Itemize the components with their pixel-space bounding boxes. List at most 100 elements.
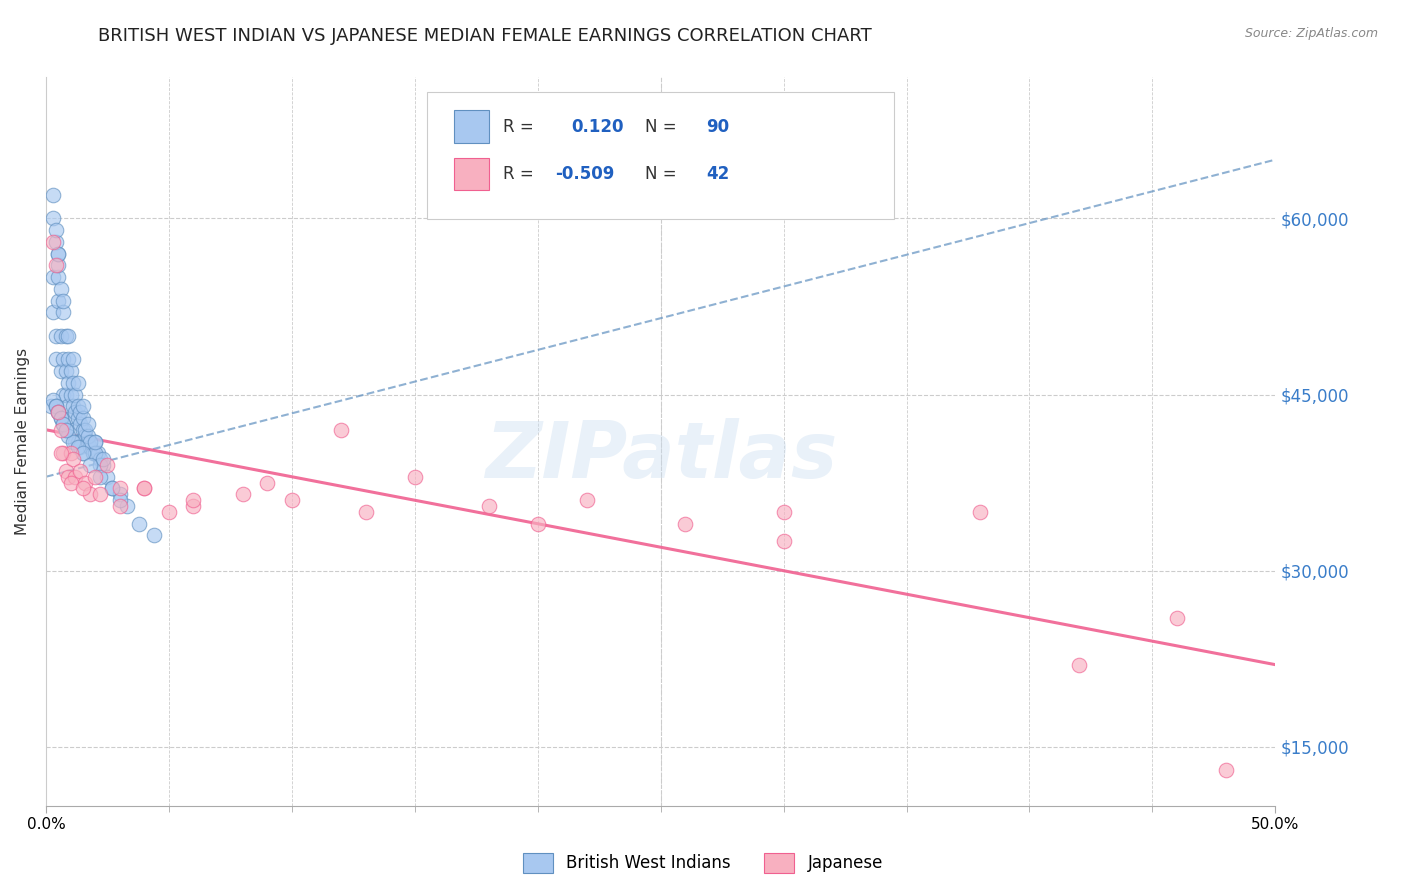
Point <box>1067 657 1090 672</box>
Point <box>62 434 84 449</box>
Point <box>66 376 89 390</box>
Point <box>62 423 84 437</box>
Text: 90: 90 <box>706 118 730 136</box>
Point <box>55 464 77 478</box>
Point <box>42 393 65 408</box>
Point <box>526 516 548 531</box>
Text: 0.120: 0.120 <box>571 118 623 136</box>
Point <box>108 487 131 501</box>
Point <box>46 246 69 260</box>
Point <box>143 528 166 542</box>
Text: 42: 42 <box>706 165 730 183</box>
Point <box>157 505 180 519</box>
Point <box>56 376 79 390</box>
Point <box>76 434 98 449</box>
Legend: British West Indians, Japanese: British West Indians, Japanese <box>516 847 890 880</box>
Point <box>55 364 77 378</box>
FancyBboxPatch shape <box>454 158 488 190</box>
Point <box>281 493 304 508</box>
Text: ZIPatlas: ZIPatlas <box>485 418 837 494</box>
Point <box>72 446 94 460</box>
Point <box>89 469 111 483</box>
Point <box>69 464 91 478</box>
Point <box>55 387 77 401</box>
Point <box>52 446 75 460</box>
FancyBboxPatch shape <box>427 92 894 219</box>
Point <box>59 387 82 401</box>
Point <box>55 423 77 437</box>
Point <box>42 305 65 319</box>
Point <box>79 458 101 472</box>
Point <box>84 434 107 449</box>
Point <box>183 499 205 513</box>
Point <box>49 411 72 425</box>
Point <box>45 235 67 249</box>
Text: BRITISH WEST INDIAN VS JAPANESE MEDIAN FEMALE EARNINGS CORRELATION CHART: BRITISH WEST INDIAN VS JAPANESE MEDIAN F… <box>98 27 872 45</box>
Point <box>79 441 101 455</box>
Point <box>52 352 75 367</box>
Point <box>72 446 94 460</box>
Point <box>91 452 114 467</box>
Point <box>69 417 91 431</box>
Point <box>75 423 97 437</box>
Point <box>45 223 67 237</box>
Point <box>76 428 98 442</box>
Point <box>55 328 77 343</box>
Point <box>772 534 794 549</box>
Point <box>82 446 104 460</box>
Point <box>65 387 87 401</box>
Point <box>46 246 69 260</box>
Point <box>354 505 377 519</box>
Text: R =: R = <box>503 165 540 183</box>
Point <box>62 399 84 413</box>
Point <box>1215 764 1237 778</box>
Point <box>49 328 72 343</box>
Point <box>59 364 82 378</box>
Point <box>65 469 87 483</box>
Point <box>56 469 79 483</box>
Point <box>1166 610 1188 624</box>
Y-axis label: Median Female Earnings: Median Female Earnings <box>15 348 30 535</box>
Point <box>232 487 254 501</box>
Text: N =: N = <box>645 118 682 136</box>
Point <box>56 352 79 367</box>
Point <box>72 423 94 437</box>
Point <box>115 499 138 513</box>
Point <box>108 493 131 508</box>
Point <box>89 458 111 472</box>
Point <box>59 446 82 460</box>
Point <box>96 458 118 472</box>
Point <box>76 417 98 431</box>
Text: Source: ZipAtlas.com: Source: ZipAtlas.com <box>1244 27 1378 40</box>
Point <box>65 405 87 419</box>
Point <box>52 417 75 431</box>
Point <box>42 211 65 226</box>
Point <box>55 423 77 437</box>
Point <box>59 411 82 425</box>
Point <box>75 475 97 490</box>
Point <box>49 423 72 437</box>
Point <box>56 328 79 343</box>
Point <box>128 516 150 531</box>
Point <box>66 441 89 455</box>
Point <box>79 434 101 449</box>
Point <box>66 434 89 449</box>
Point <box>183 493 205 508</box>
Point <box>108 499 131 513</box>
Point <box>772 505 794 519</box>
Point <box>101 482 124 496</box>
Point <box>72 399 94 413</box>
Point <box>69 441 91 455</box>
Point <box>256 475 278 490</box>
Point <box>42 235 65 249</box>
Point <box>49 411 72 425</box>
Point <box>330 423 353 437</box>
Point <box>65 434 87 449</box>
Point <box>49 446 72 460</box>
Point <box>45 328 67 343</box>
Point <box>66 411 89 425</box>
Point <box>46 405 69 419</box>
Point <box>42 270 65 285</box>
Point <box>45 399 67 413</box>
Point <box>52 387 75 401</box>
